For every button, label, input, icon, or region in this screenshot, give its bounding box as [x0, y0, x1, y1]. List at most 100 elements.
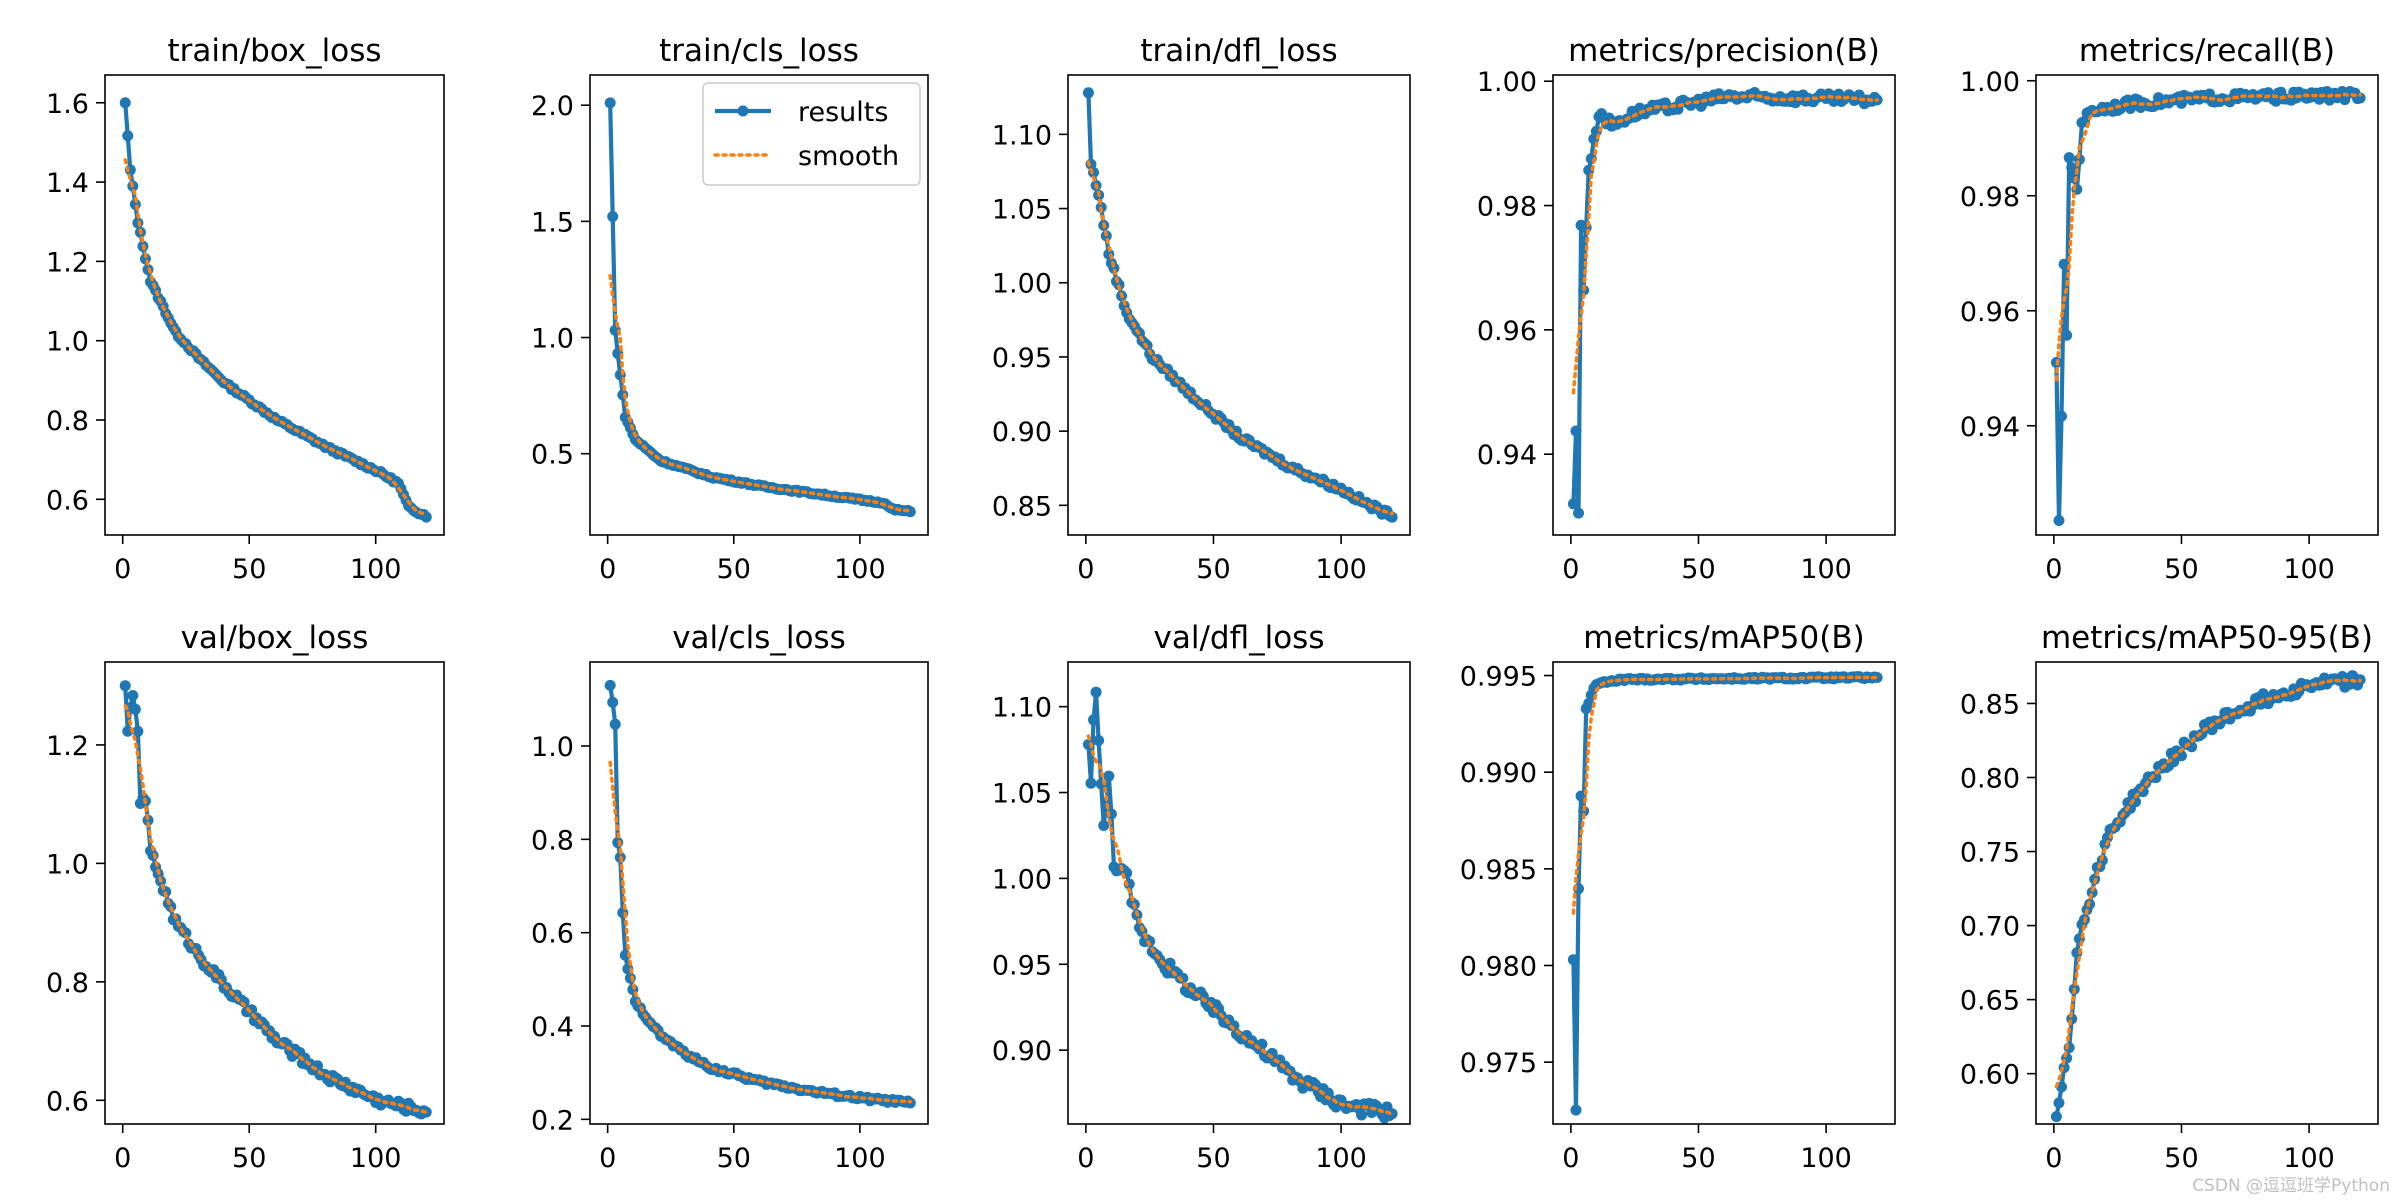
results-point [1088, 714, 1100, 726]
results-point [1570, 425, 1582, 437]
plot-area [604, 679, 916, 1109]
x-tick-label: 100 [834, 554, 886, 585]
axes-frame [2035, 74, 2379, 536]
results-point [624, 972, 636, 984]
results-line [123, 102, 428, 519]
x-tick-label: 50 [2164, 1143, 2198, 1174]
x-tick-label: 50 [1681, 554, 1715, 585]
chart-title: metrics/mAP50-95(B) [2041, 620, 2373, 656]
subplot-3: metrics/precision(B) 0 50 100 0.94 0.96 0.98 1.… [1477, 33, 1896, 585]
smooth-line [608, 760, 913, 1104]
subplot-1: train/cls_loss 0 50 100 0.5 1.0 1.5 2.0 results s… [531, 33, 929, 585]
x-tick-label: 0 [2045, 554, 2062, 585]
y-tick-label: 1.0 [46, 849, 89, 880]
results-point [1103, 770, 1115, 782]
plot-area [2050, 85, 2366, 527]
smooth-line [123, 704, 429, 1114]
results-point [1573, 507, 1585, 519]
y-tick-label: 0.94 [1960, 412, 2020, 443]
results-point [1093, 735, 1105, 747]
x-tick-label: 50 [232, 554, 266, 585]
y-tick-label: 1.05 [992, 195, 1052, 226]
chart-title: metrics/mAP50(B) [1583, 620, 1864, 656]
results-point [609, 718, 621, 730]
results-point [132, 725, 144, 737]
results-point [122, 130, 134, 142]
x-tick-label: 100 [350, 554, 402, 585]
axes-frame [1552, 661, 1896, 1125]
smooth-line [2054, 678, 2362, 1089]
results-point [2053, 1097, 2065, 1109]
x-tick-label: 100 [2283, 554, 2335, 585]
results-point [1567, 954, 1579, 966]
x-tick-label: 0 [1077, 1143, 1094, 1174]
chart-title: metrics/precision(B) [1568, 33, 1880, 69]
y-tick-label: 0.8 [46, 406, 89, 437]
plot-area [119, 97, 432, 523]
y-tick-label: 0.6 [46, 485, 89, 516]
results-line [1571, 674, 1878, 1113]
results-point [2354, 92, 2366, 104]
y-tick-label: 0.75 [1960, 838, 2020, 869]
y-tick-label: 1.10 [992, 693, 1052, 724]
subplot-2: train/dfl_loss 0 50 100 0.85 0.90 0.95 1.00 1.05… [992, 33, 1411, 585]
results-line [2054, 673, 2363, 1117]
chart-title: val/cls_loss [672, 620, 846, 656]
x-tick-label: 100 [1800, 1143, 1852, 1174]
x-tick-label: 50 [232, 1143, 266, 1174]
results-point [607, 211, 619, 223]
plot-area [1567, 86, 1883, 519]
legend-label-smooth: smooth [798, 141, 899, 172]
x-tick-label: 0 [1562, 554, 1579, 585]
chart-title: metrics/recall(B) [2079, 33, 2335, 69]
y-tick-label: 1.4 [46, 168, 89, 199]
x-tick-label: 0 [599, 554, 616, 585]
x-tick-label: 50 [1196, 554, 1230, 585]
axes-frame [104, 661, 445, 1125]
plot-area [1082, 87, 1398, 523]
x-tick-label: 50 [717, 1143, 751, 1174]
smooth-line [1086, 734, 1394, 1116]
smooth-line [123, 158, 429, 517]
x-tick-label: 50 [2164, 554, 2198, 585]
results-point [119, 680, 131, 692]
results-point [1570, 1104, 1582, 1116]
x-tick-label: 0 [599, 1143, 616, 1174]
legend: results smooth [702, 82, 921, 186]
plot-area [2050, 670, 2366, 1123]
chart-title: train/dfl_loss [1140, 33, 1337, 69]
y-tick-label: 0.980 [1460, 951, 1537, 982]
x-tick-label: 100 [1315, 554, 1367, 585]
results-point [2175, 750, 2187, 762]
chart-title: val/dfl_loss [1154, 620, 1325, 656]
subplot-0: train/box_loss 0 50 100 0.6 0.8 1.0 1.2 1.4 1.6 [46, 33, 445, 585]
y-tick-label: 0.94 [1477, 440, 1537, 471]
y-tick-label: 0.2 [531, 1105, 574, 1136]
y-tick-label: 0.8 [46, 968, 89, 999]
y-tick-label: 0.995 [1460, 662, 1537, 693]
y-tick-label: 0.5 [531, 440, 574, 471]
y-tick-label: 0.975 [1460, 1048, 1537, 1079]
y-tick-label: 1.00 [1960, 67, 2020, 98]
results-point [2061, 329, 2073, 341]
x-tick-label: 0 [1077, 554, 1094, 585]
x-tick-label: 50 [717, 554, 751, 585]
results-point [127, 689, 139, 701]
axes-frame [2035, 661, 2379, 1125]
axes-frame [1067, 74, 1411, 536]
plot-area [1567, 671, 1883, 1116]
chart-title: train/box_loss [167, 33, 381, 69]
y-tick-label: 0.98 [1960, 182, 2020, 213]
subplot-5: val/box_loss 0 50 100 0.6 0.8 1.0 1.2 [46, 620, 445, 1174]
y-tick-label: 0.96 [1477, 316, 1537, 347]
smooth-line [1086, 160, 1394, 516]
results-point [1098, 819, 1110, 831]
x-tick-label: 0 [114, 1143, 131, 1174]
y-tick-label: 1.05 [992, 779, 1052, 810]
subplot-4: metrics/recall(B) 0 50 100 0.94 0.96 0.98 1.00 [1960, 33, 2379, 585]
y-tick-label: 0.90 [992, 417, 1052, 448]
x-tick-label: 0 [1562, 1143, 1579, 1174]
y-tick-label: 1.00 [1477, 67, 1537, 98]
axes-frame [1067, 661, 1411, 1125]
